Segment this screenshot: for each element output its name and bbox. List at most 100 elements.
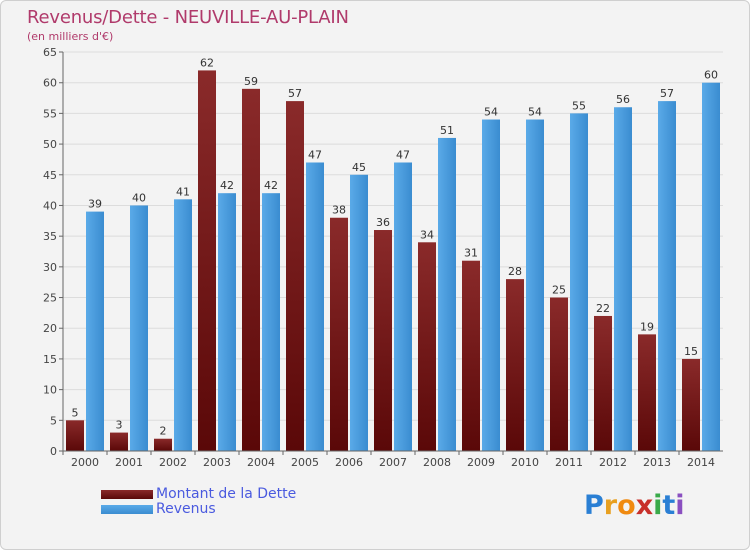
- x-tick-label: 2001: [115, 456, 143, 469]
- x-tick-label: 2000: [71, 456, 99, 469]
- data-label: 3: [116, 419, 123, 432]
- data-label: 47: [396, 148, 410, 161]
- data-label: 40: [132, 191, 146, 204]
- legend-swatch-debt: [101, 490, 153, 499]
- data-label: 36: [376, 216, 390, 229]
- y-tick-label: 0: [50, 445, 57, 458]
- data-label: 15: [684, 345, 698, 358]
- y-tick-label: 60: [43, 77, 57, 90]
- data-label: 42: [264, 179, 278, 192]
- data-label: 59: [244, 75, 258, 88]
- data-label: 51: [440, 124, 454, 137]
- x-tick-label: 2003: [203, 456, 231, 469]
- axes: 0 5 10 15 20 25 30 35 40 45 50 55 60 65 2000 2001 2002 20…: [43, 46, 723, 469]
- bar-revenus: [394, 162, 412, 451]
- logo-letter: i: [675, 490, 685, 521]
- x-tick-label: 2002: [159, 456, 187, 469]
- bar-revenus: [614, 107, 632, 451]
- x-tick-label: 2007: [379, 456, 407, 469]
- y-tick-label: 45: [43, 169, 57, 182]
- data-label: 45: [352, 161, 366, 174]
- x-tick-label: 2008: [423, 456, 451, 469]
- bar-revenus: [218, 193, 236, 451]
- data-label: 28: [508, 265, 522, 278]
- x-tick-label: 2009: [467, 456, 495, 469]
- logo-letter: t: [662, 490, 676, 521]
- data-label: 2: [160, 425, 167, 438]
- x-tick-label: 2006: [335, 456, 363, 469]
- bar-debt: [242, 88, 260, 451]
- bar-revenus: [526, 119, 544, 452]
- logo-letter: i: [653, 490, 663, 521]
- data-label: 31: [464, 247, 478, 260]
- y-tick-label: 10: [43, 384, 57, 397]
- x-tick-label: 2013: [643, 456, 671, 469]
- y-tick-label: 65: [43, 46, 57, 59]
- logo-letter: P: [584, 490, 604, 521]
- data-label: 41: [176, 185, 190, 198]
- chart-subtitle: (en milliers d'€): [27, 30, 114, 43]
- bar-debt: [462, 260, 480, 451]
- bar-debt: [638, 334, 656, 451]
- data-label: 47: [308, 148, 322, 161]
- bar-revenus: [702, 82, 720, 451]
- y-tick-label: 55: [43, 107, 57, 120]
- data-label: 42: [220, 179, 234, 192]
- bar-debt: [682, 358, 700, 451]
- y-tick-label: 15: [43, 353, 57, 366]
- x-tick-label: 2011: [555, 456, 583, 469]
- bar-debt: [330, 217, 348, 451]
- bar-revenus: [174, 199, 192, 451]
- data-label: 55: [572, 99, 586, 112]
- bar-debt: [154, 438, 172, 451]
- y-tick-label: 20: [43, 322, 57, 335]
- data-label: 39: [88, 198, 102, 211]
- y-tick-label: 35: [43, 230, 57, 243]
- legend-swatch-revenus: [101, 505, 153, 514]
- logo-letter: x: [635, 490, 654, 521]
- logo-letter: o: [617, 490, 636, 521]
- data-label: 54: [528, 106, 542, 119]
- bar-revenus: [306, 162, 324, 451]
- bar-revenus: [86, 211, 104, 451]
- bar-revenus: [482, 119, 500, 452]
- legend-label-debt: Montant de la Dette: [156, 486, 297, 502]
- bar-revenus: [438, 137, 456, 451]
- data-label: 19: [640, 320, 654, 333]
- legend-label-revenus: Revenus: [156, 501, 216, 517]
- data-label: 38: [332, 204, 346, 217]
- logo-letter: r: [603, 490, 618, 521]
- x-tick-label: 2010: [511, 456, 539, 469]
- bar-debt: [550, 297, 568, 451]
- data-label: 5: [72, 406, 79, 419]
- data-label: 54: [484, 106, 498, 119]
- grid: [63, 51, 723, 452]
- bar-debt: [110, 432, 128, 451]
- plot-area: [63, 52, 723, 451]
- proxiti-logo: Proxiti: [584, 490, 685, 521]
- bar-debt: [594, 315, 612, 451]
- data-label: 34: [420, 228, 434, 241]
- data-label: 57: [288, 87, 302, 100]
- y-tick-label: 50: [43, 138, 57, 151]
- data-label: 62: [200, 56, 214, 69]
- x-tick-label: 2005: [291, 456, 319, 469]
- bar-debt: [506, 279, 524, 451]
- bar-revenus: [658, 101, 676, 451]
- bars: [66, 70, 720, 452]
- y-tick-label: 30: [43, 261, 57, 274]
- bar-debt: [66, 420, 84, 451]
- data-label: 56: [616, 93, 630, 106]
- bar-debt: [374, 230, 392, 451]
- bar-revenus: [350, 174, 368, 451]
- x-tick-label: 2004: [247, 456, 275, 469]
- bar-debt: [286, 101, 304, 451]
- data-label: 22: [596, 302, 610, 315]
- bar-debt: [198, 70, 216, 452]
- x-tick-label: 2012: [599, 456, 627, 469]
- y-tick-label: 25: [43, 292, 57, 305]
- data-labels: 5 39 3 40 2 41 62 42 59 42 57 47 38 45 36 47 34 51 31 54 28 5…: [72, 56, 719, 437]
- x-tick-label: 2014: [687, 456, 715, 469]
